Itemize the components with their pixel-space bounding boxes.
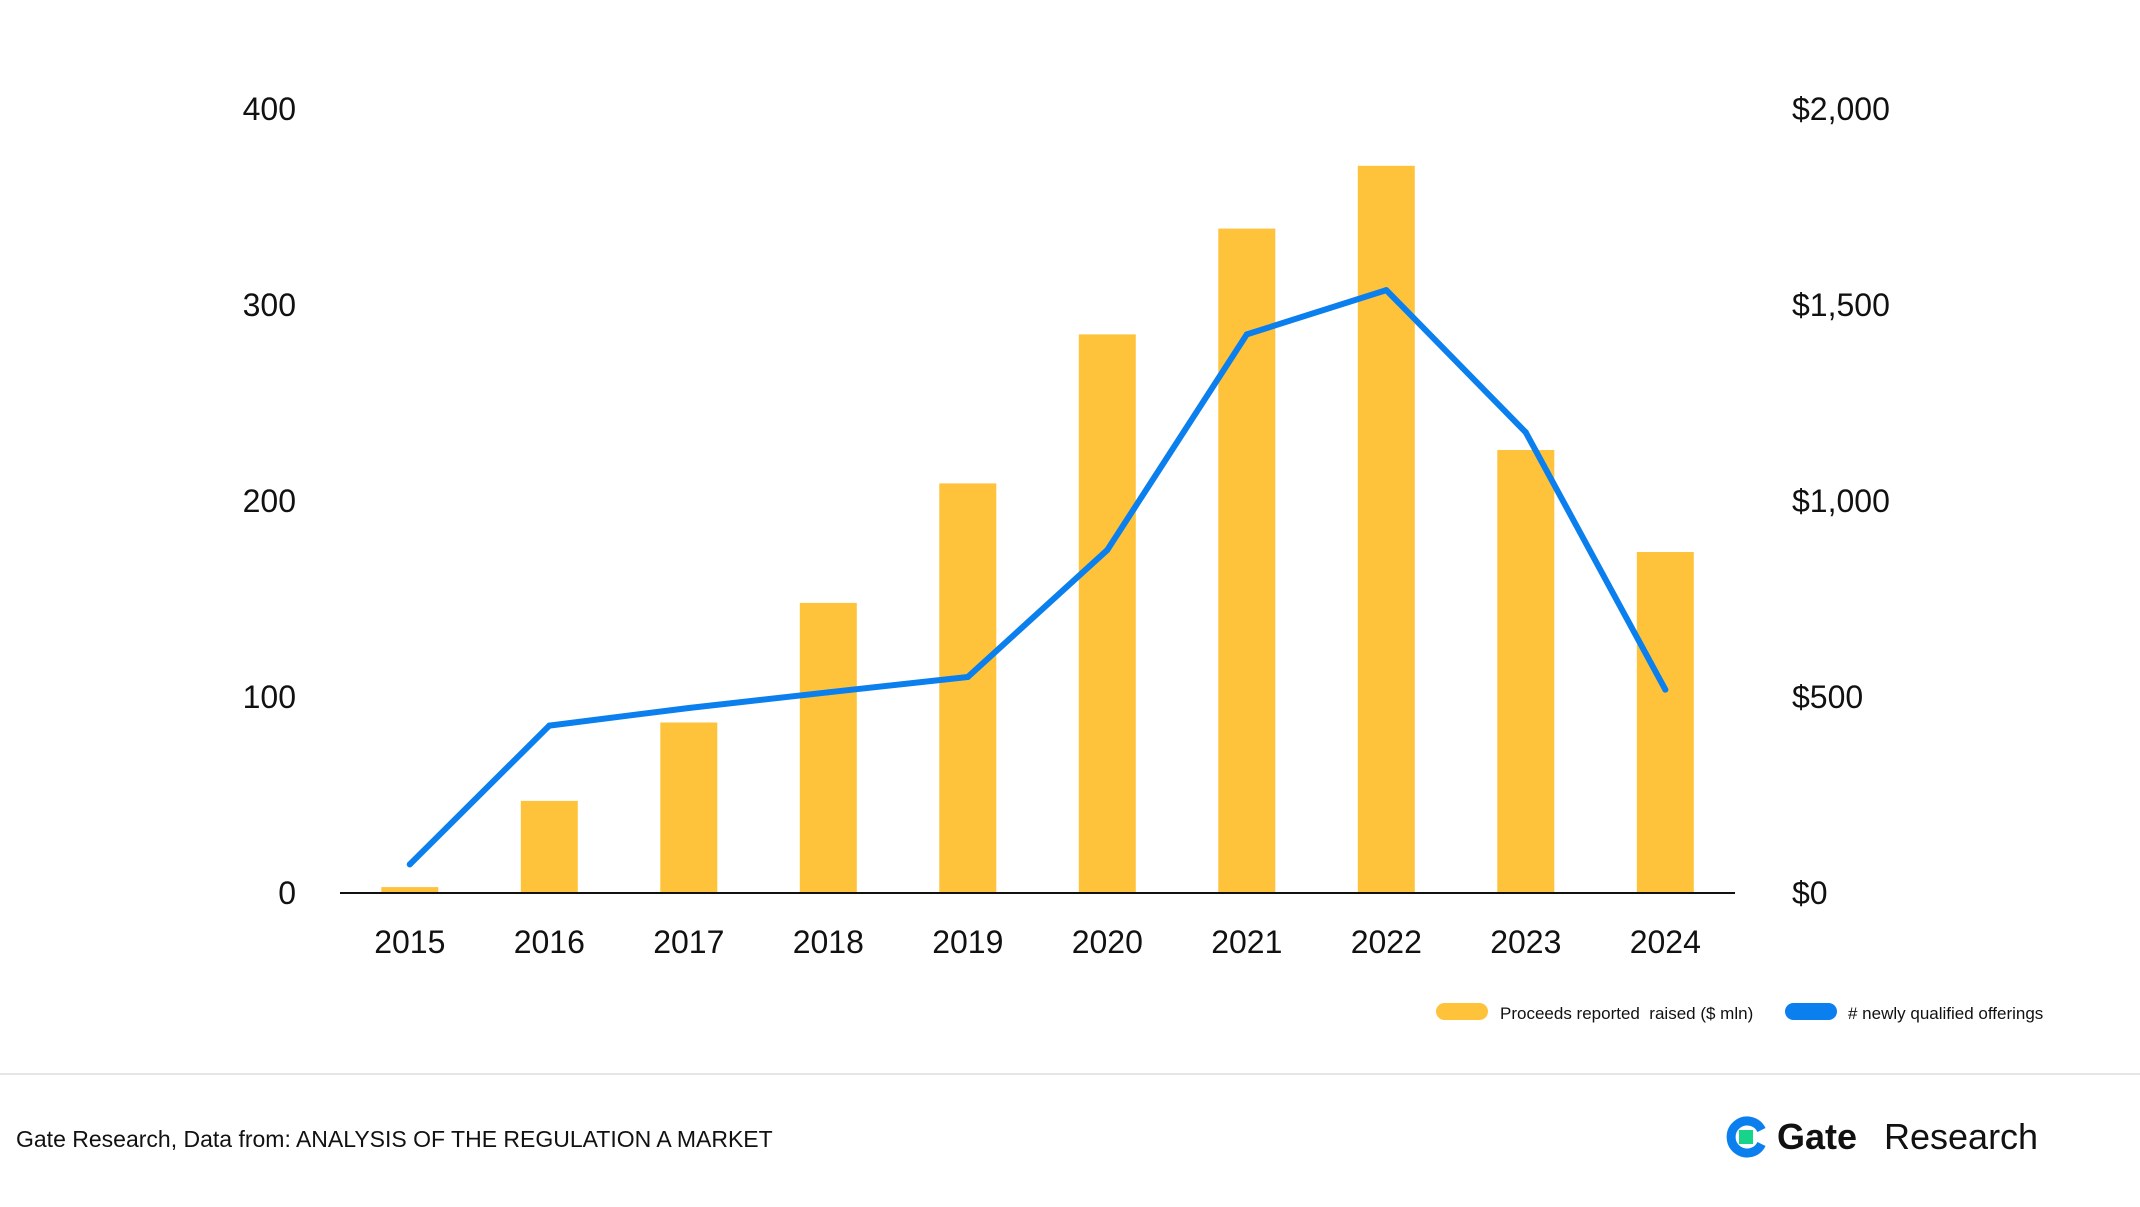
bar-2016: [520, 800, 578, 893]
right-tick-label: $1,500: [1792, 287, 1890, 323]
left-tick-label: 300: [243, 287, 296, 323]
left-axis-tick-labels: 0 100 200 300 400: [243, 91, 296, 911]
bar-2019: [939, 483, 997, 893]
line-point-2021: [1243, 331, 1250, 338]
legend-swatch-offerings: [1785, 1003, 1837, 1020]
right-tick-label: $500: [1792, 679, 1863, 715]
line-series: [406, 287, 1669, 868]
left-tick-label: 0: [278, 875, 296, 911]
line-point-2024: [1662, 686, 1669, 693]
x-tick-label-2021: 2021: [1211, 924, 1282, 960]
bar-2024: [1636, 552, 1694, 893]
right-tick-label: $0: [1792, 875, 1828, 911]
left-tick-label: 100: [243, 679, 296, 715]
line-point-2023: [1522, 429, 1529, 436]
brand-gate: Gate: [1777, 1116, 1857, 1157]
source-note: Gate Research, Data from: ANALYSIS OF TH…: [16, 1126, 773, 1152]
line-point-2017: [685, 705, 692, 711]
bar-2020: [1078, 334, 1136, 893]
x-tick-label-2023: 2023: [1490, 924, 1561, 960]
legend-label-offerings: # newly qualified offerings: [1848, 1004, 2043, 1023]
right-axis-tick-labels: $0 $500 $1,000 $1,500 $2,000: [1792, 91, 1890, 911]
left-tick-label: 400: [243, 91, 296, 127]
bar-2023: [1497, 450, 1555, 893]
legend-label-proceeds: Proceeds reported raised ($ mln): [1500, 1004, 1753, 1023]
bar-2015: [381, 887, 439, 893]
right-tick-label: $2,000: [1792, 91, 1890, 127]
bar-2022: [1357, 165, 1415, 894]
line-point-2020: [1104, 547, 1111, 553]
x-tick-label-2020: 2020: [1072, 924, 1143, 960]
x-axis-tick-labels: 2015 2016 2017 2018 2019 2020 2021 2022 2023 2024: [374, 924, 1701, 960]
line-point-2019: [964, 674, 971, 680]
line-offerings: [406, 287, 1669, 868]
x-tick-label-2024: 2024: [1630, 924, 1701, 960]
left-tick-label: 200: [243, 483, 296, 519]
line-point-2022: [1383, 287, 1390, 294]
bar-2018: [799, 602, 857, 893]
x-tick-label-2016: 2016: [514, 924, 585, 960]
line-point-2018: [825, 689, 832, 696]
bar-2017: [660, 722, 718, 893]
x-tick-label-2022: 2022: [1351, 924, 1422, 960]
gate-logo: Gate Research: [1726, 1116, 2038, 1158]
legend: Proceeds reported raised ($ mln) # newly…: [1436, 1003, 2043, 1023]
x-tick-label-2019: 2019: [932, 924, 1003, 960]
x-tick-label-2018: 2018: [793, 924, 864, 960]
legend-swatch-proceeds: [1436, 1003, 1488, 1020]
line-point-2016: [546, 722, 553, 729]
x-tick-label-2017: 2017: [653, 924, 724, 960]
line-point-2015: [406, 861, 413, 868]
x-tick-label-2015: 2015: [374, 924, 445, 960]
brand-research: Research: [1884, 1116, 2038, 1157]
gate-logo-icon: [1726, 1116, 1766, 1158]
bar-series: [381, 165, 1694, 894]
right-tick-label: $1,000: [1792, 483, 1890, 519]
